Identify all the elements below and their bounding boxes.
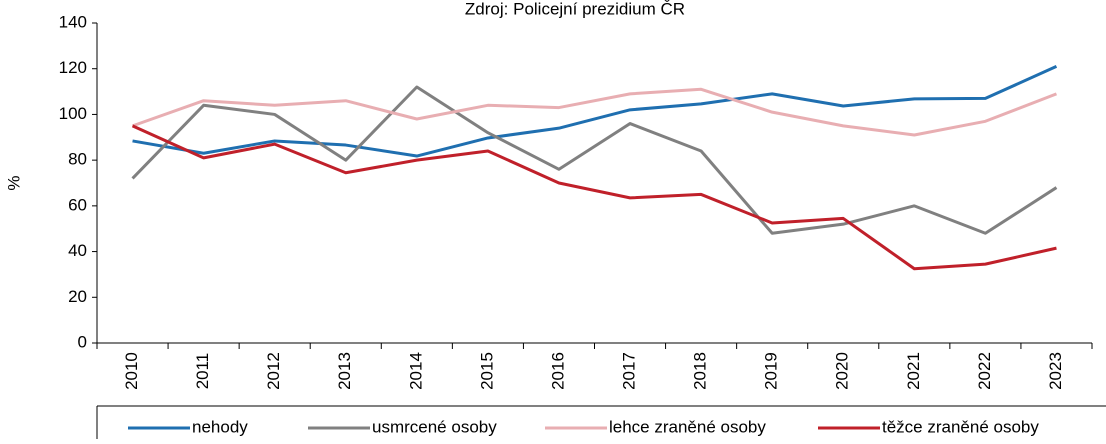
x-tick-label: 2016 bbox=[548, 352, 567, 390]
chart-title: Zdroj: Policejní prezidium ČR bbox=[465, 0, 685, 18]
y-tick-label: 140 bbox=[59, 12, 87, 31]
x-tick-label: 2017 bbox=[620, 352, 639, 390]
x-tick-label: 2022 bbox=[975, 352, 994, 390]
legend-label: nehody bbox=[192, 417, 248, 436]
legend-label: lehce zraněné osoby bbox=[609, 417, 766, 436]
y-tick-label: 60 bbox=[68, 195, 87, 214]
y-axis-label: % bbox=[4, 175, 23, 190]
line-series bbox=[131, 85, 1058, 235]
x-tick-label: 2018 bbox=[691, 352, 710, 390]
x-tick-label: 2019 bbox=[762, 352, 781, 390]
x-tick-label: 2021 bbox=[904, 352, 923, 390]
legend-label: usmrcené osoby bbox=[372, 417, 497, 436]
legend-label: těžce zraněné osoby bbox=[882, 417, 1039, 436]
line-series bbox=[131, 124, 1057, 271]
y-tick-label: 0 bbox=[78, 332, 87, 351]
y-tick-label: 120 bbox=[59, 58, 87, 77]
x-tick-label: 2011 bbox=[193, 353, 212, 390]
x-tick-label: 2020 bbox=[833, 352, 852, 390]
x-tick-label: 2015 bbox=[477, 352, 496, 390]
y-tick-label: 80 bbox=[68, 150, 87, 169]
line-series bbox=[132, 87, 1058, 137]
x-tick-label: 2012 bbox=[264, 352, 283, 390]
x-tick-label: 2014 bbox=[406, 352, 425, 390]
y-tick-label: 100 bbox=[59, 104, 87, 123]
x-tick-label: 2010 bbox=[122, 352, 141, 390]
line-series bbox=[132, 65, 1058, 158]
x-tick-label: 2023 bbox=[1046, 352, 1065, 390]
x-tick-label: 2013 bbox=[335, 352, 354, 390]
y-tick-label: 20 bbox=[68, 287, 87, 306]
y-tick-label: 40 bbox=[68, 241, 87, 260]
